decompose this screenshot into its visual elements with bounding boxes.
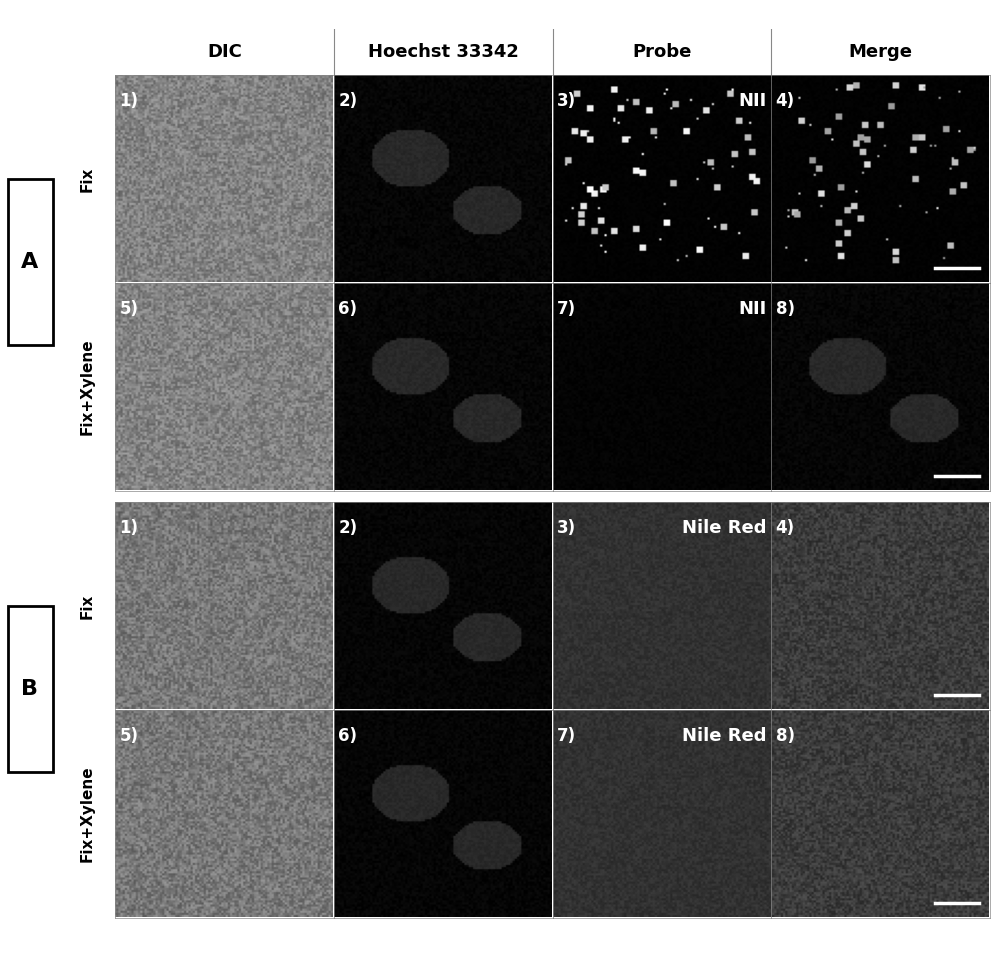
Text: Fix+Xylene: Fix+Xylene <box>80 765 95 863</box>
Text: Nile Red: Nile Red <box>682 726 767 745</box>
Text: 6): 6) <box>338 299 357 318</box>
Text: 8): 8) <box>776 299 795 318</box>
Text: 5): 5) <box>119 726 138 745</box>
Text: Probe: Probe <box>632 43 692 61</box>
FancyBboxPatch shape <box>8 607 52 773</box>
Text: 8): 8) <box>776 726 795 745</box>
Text: 7): 7) <box>557 299 576 318</box>
Text: Fix: Fix <box>80 166 95 192</box>
Text: 4): 4) <box>776 519 795 537</box>
Text: 6): 6) <box>338 726 357 745</box>
Text: 1): 1) <box>119 92 138 110</box>
Text: 1): 1) <box>119 519 138 537</box>
Text: NII: NII <box>739 92 767 110</box>
Text: 2): 2) <box>338 519 357 537</box>
Text: Nile Red: Nile Red <box>682 519 767 537</box>
Text: Fix+Xylene: Fix+Xylene <box>80 338 95 436</box>
Text: B: B <box>22 679 38 699</box>
Text: Fix: Fix <box>80 593 95 619</box>
Text: 3): 3) <box>557 92 576 110</box>
Text: 2): 2) <box>338 92 357 110</box>
Text: 3): 3) <box>557 519 576 537</box>
Text: 7): 7) <box>557 726 576 745</box>
Text: 4): 4) <box>776 92 795 110</box>
Text: DIC: DIC <box>207 43 242 61</box>
Text: NII: NII <box>739 299 767 318</box>
Text: 5): 5) <box>119 299 138 318</box>
FancyBboxPatch shape <box>8 179 52 345</box>
Text: Hoechst 33342: Hoechst 33342 <box>368 43 519 61</box>
Text: Merge: Merge <box>849 43 913 61</box>
Text: A: A <box>21 252 39 272</box>
